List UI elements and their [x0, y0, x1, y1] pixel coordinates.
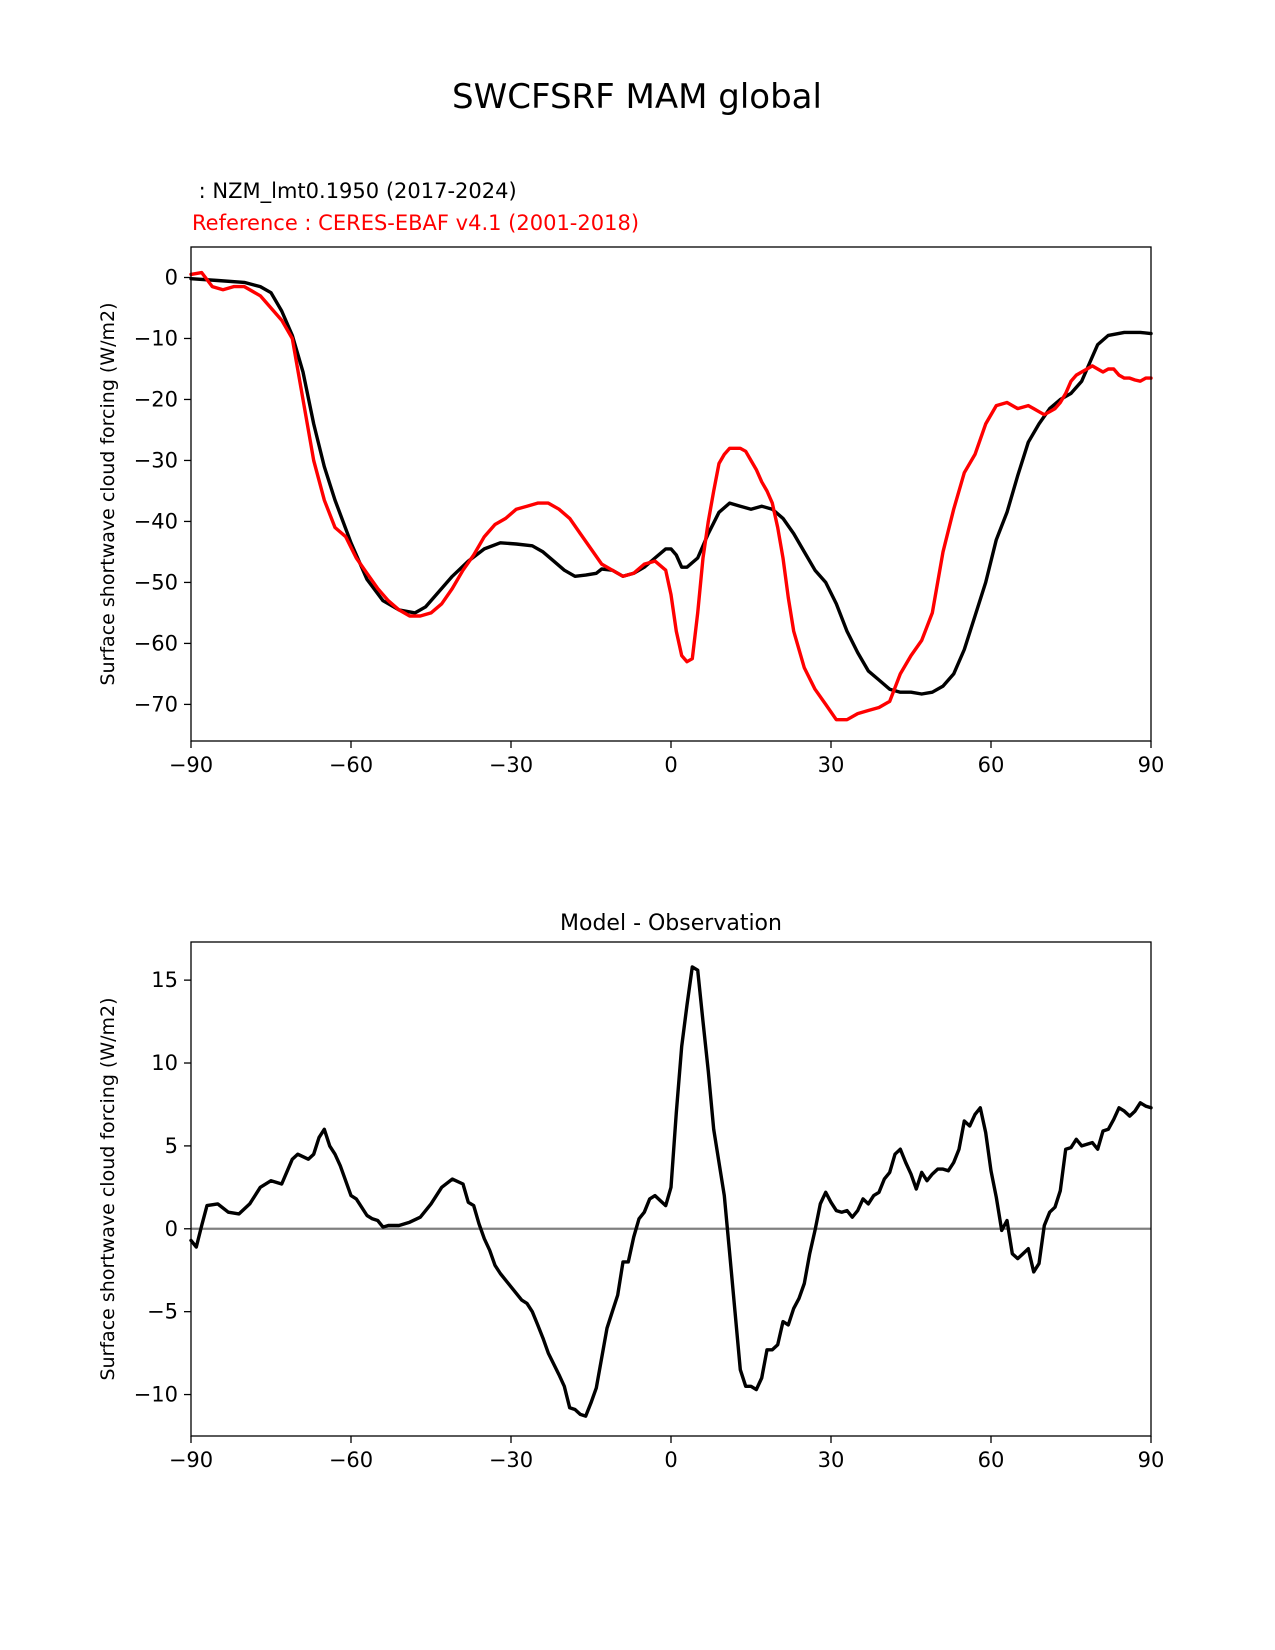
y-tick-label: −40	[134, 509, 178, 533]
x-tick-label: −30	[489, 1448, 533, 1472]
y-tick-label: −10	[134, 1383, 178, 1407]
test-case-label: : NZM_lmt0.1950 (2017-2024)	[192, 179, 517, 204]
y-tick-label: −50	[134, 570, 178, 594]
x-tick-label: −60	[329, 1448, 373, 1472]
y-tick-label: −30	[134, 448, 178, 472]
x-tick-label: 90	[1138, 1448, 1165, 1472]
x-tick-label: −90	[169, 753, 213, 777]
series-line-0	[189, 965, 1153, 1418]
x-tick-label: 0	[664, 1448, 677, 1472]
y-tick-label: −20	[134, 387, 178, 411]
y-tick-label: 5	[165, 1134, 178, 1158]
x-tick-label: 60	[978, 753, 1005, 777]
top-y-axis-label: Surface shortwave cloud forcing (W/m2)	[97, 302, 119, 685]
y-tick-label: −5	[147, 1300, 178, 1324]
y-tick-label: 10	[151, 1051, 178, 1075]
y-tick-label: −10	[134, 326, 178, 350]
bottom-panel-title: Model - Observation	[560, 911, 782, 936]
x-tick-label: −60	[329, 753, 373, 777]
figure-title: SWCFSRF MAM global	[452, 77, 822, 117]
reference-label: Reference : CERES-EBAF v4.1 (2001-2018)	[192, 211, 639, 235]
x-tick-label: −90	[169, 1448, 213, 1472]
x-tick-label: 30	[818, 1448, 845, 1472]
series-line-1	[189, 270, 1153, 722]
y-tick-label: −70	[134, 692, 178, 716]
x-tick-label: 90	[1138, 753, 1165, 777]
x-tick-label: −30	[489, 753, 533, 777]
y-tick-label: 15	[151, 968, 178, 992]
x-tick-label: 30	[818, 753, 845, 777]
bottom-y-axis-label: Surface shortwave cloud forcing (W/m2)	[97, 997, 119, 1380]
y-tick-label: 0	[165, 265, 178, 289]
x-tick-label: 60	[978, 1448, 1005, 1472]
y-tick-label: 0	[165, 1217, 178, 1241]
top-panel: : NZM_lmt0.1950 (2017-2024) Reference : …	[97, 179, 1164, 777]
y-tick-label: −60	[134, 631, 178, 655]
x-tick-label: 0	[664, 753, 677, 777]
bottom-panel: Model - Observation −90 −60 −30 0 30 60 90 15 10…	[97, 911, 1164, 1472]
